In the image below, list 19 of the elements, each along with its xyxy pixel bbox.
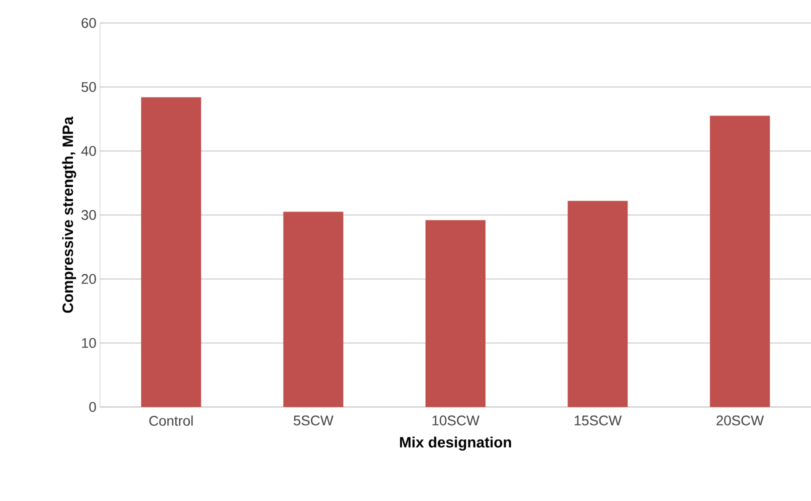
y-tick-label: 20 xyxy=(82,274,96,284)
y-tick-label: 40 xyxy=(81,146,96,156)
x-tick-label: Control xyxy=(149,416,193,426)
y-tick-label: 30 xyxy=(82,210,96,220)
bar xyxy=(141,97,202,407)
x-tick-label: 15SCW xyxy=(574,416,622,426)
bar xyxy=(568,200,628,407)
x-tick-label: 5SCW xyxy=(294,416,334,426)
bar xyxy=(426,220,486,407)
x-axis-title: Mix designation xyxy=(400,436,512,451)
bar xyxy=(710,116,770,407)
y-tick-label: 50 xyxy=(82,82,96,92)
y-axis-title: Compressive strength, MPa xyxy=(62,116,76,313)
y-tick-label: 0 xyxy=(89,402,96,412)
y-tick-label: 60 xyxy=(82,18,96,28)
bar xyxy=(283,212,344,407)
x-tick-label: 10SCW xyxy=(432,416,480,426)
x-tick-label: 20SCW xyxy=(716,416,764,426)
y-tick-label: 10 xyxy=(82,338,96,348)
